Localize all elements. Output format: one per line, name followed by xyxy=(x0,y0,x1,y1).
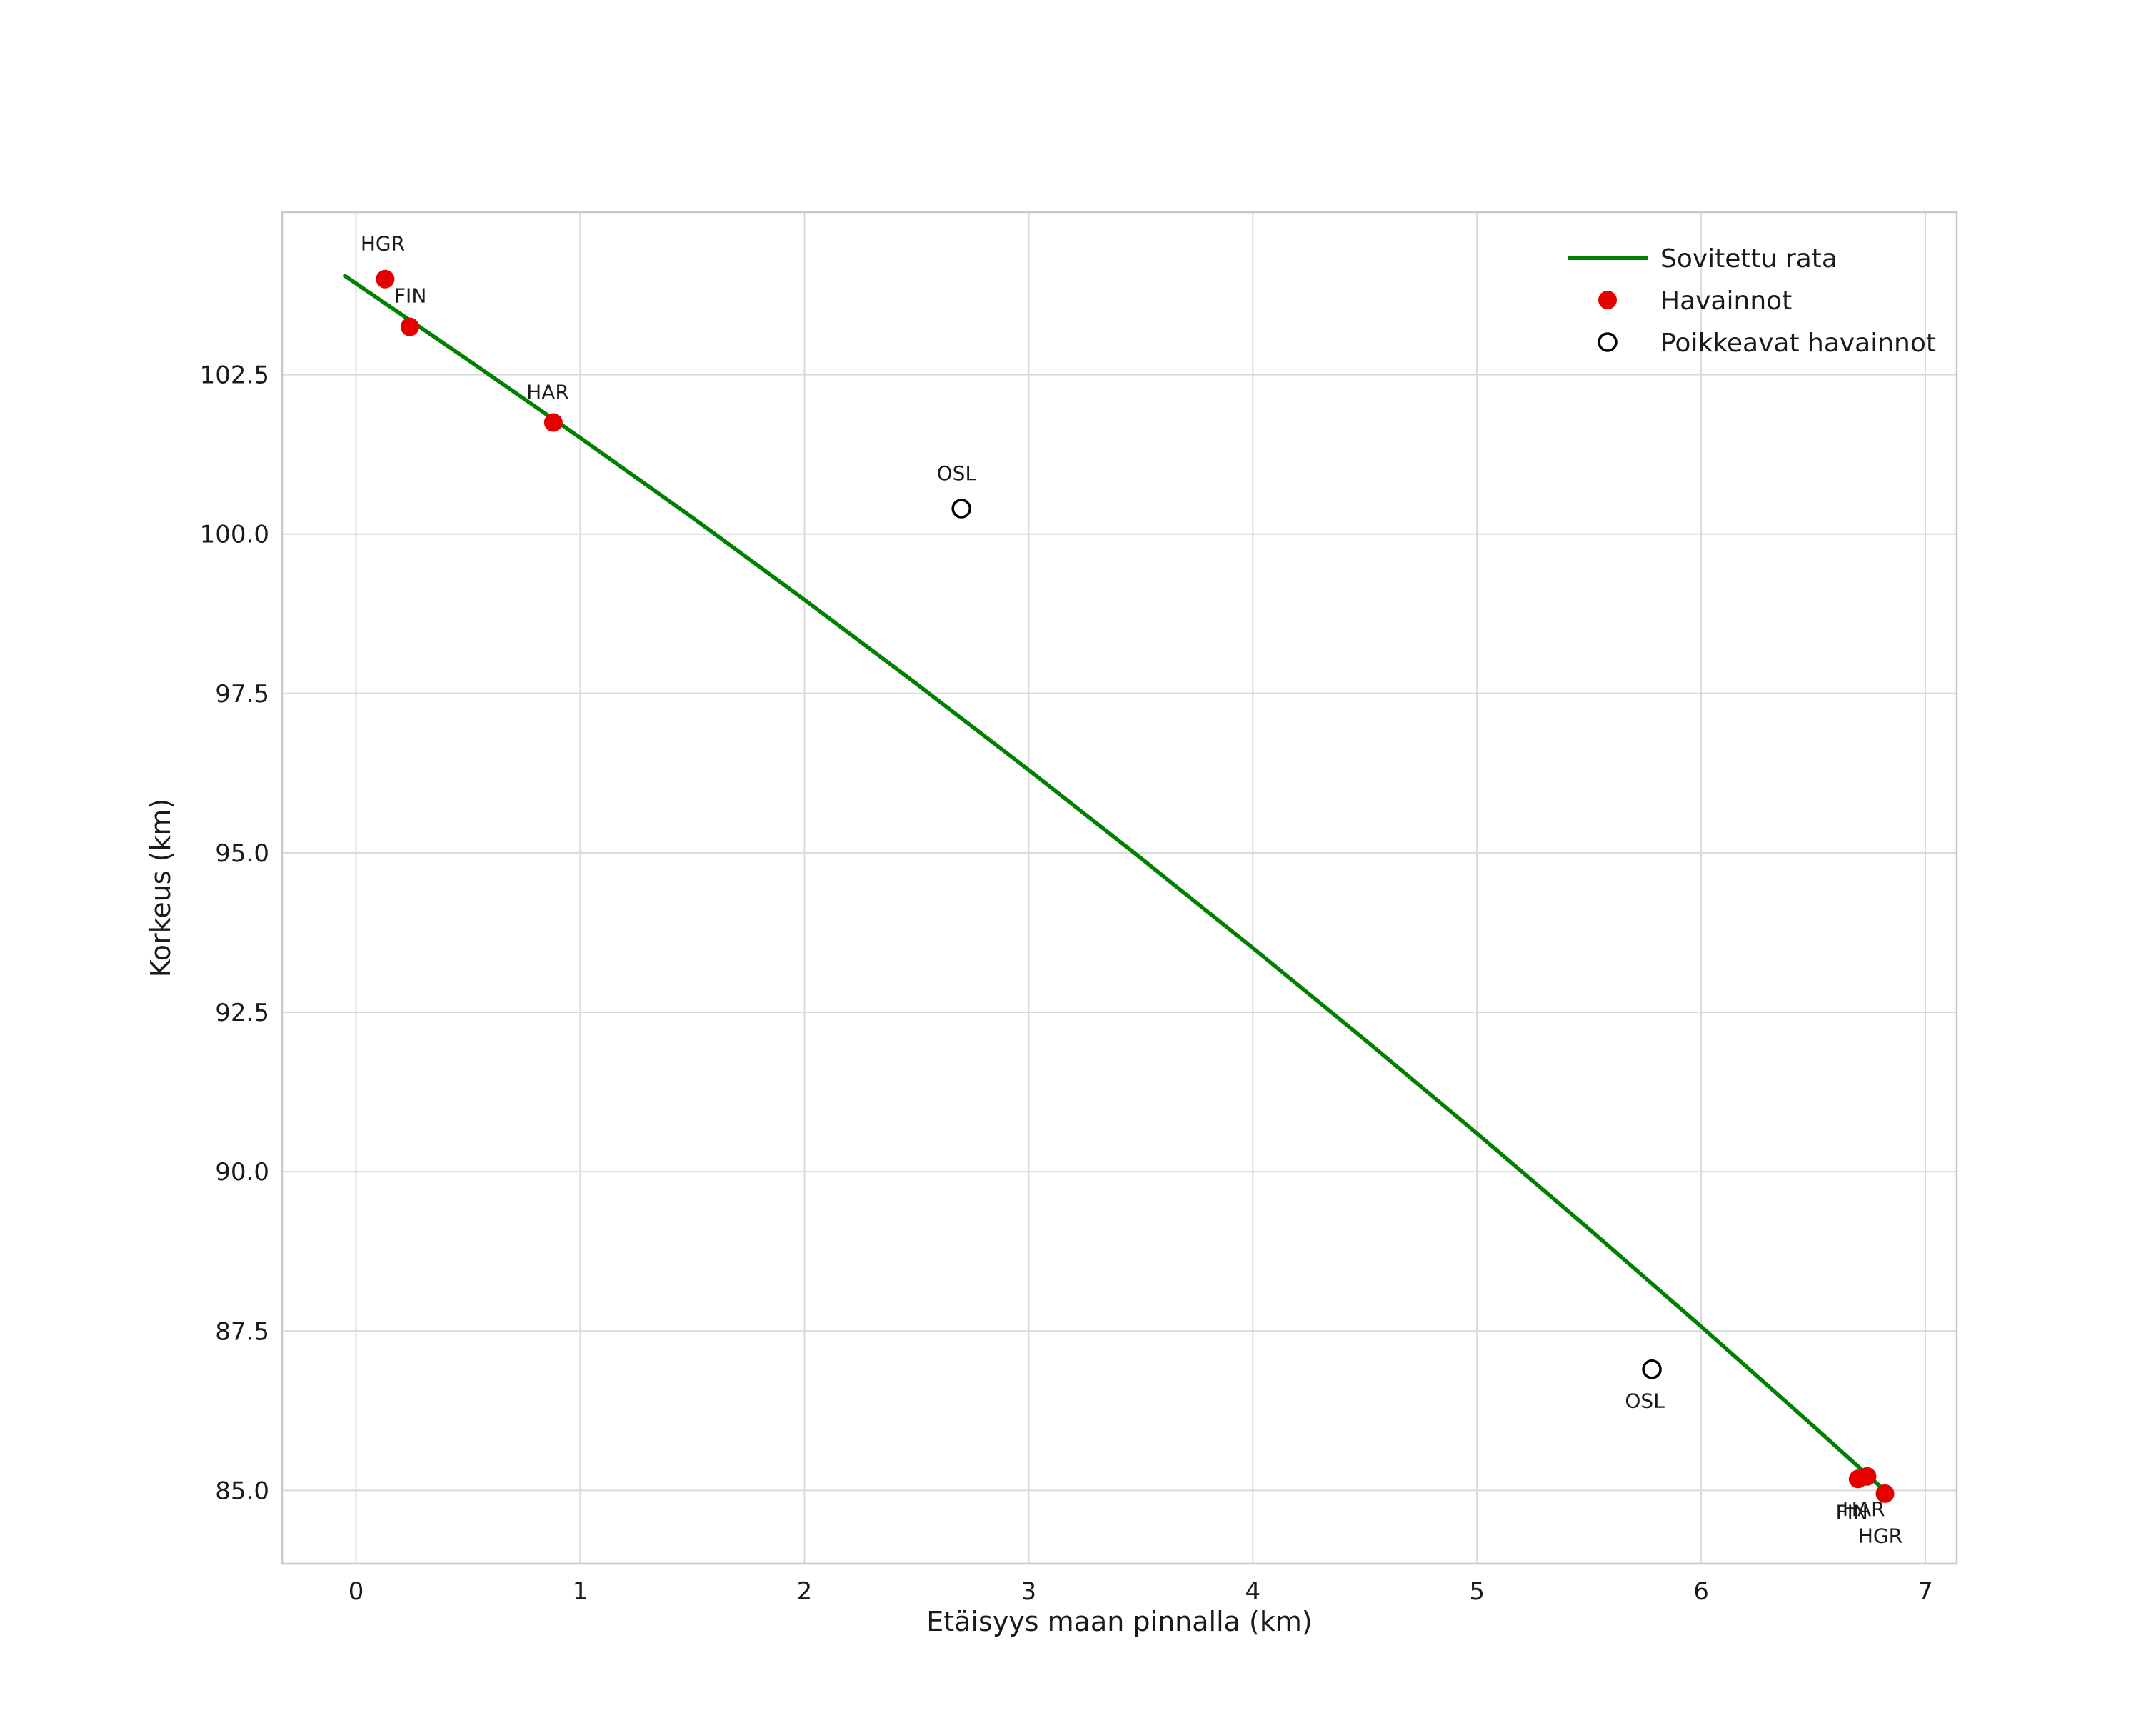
x-tick-label: 3 xyxy=(1021,1577,1037,1606)
plot-border xyxy=(281,211,1958,1565)
y-tick-label: 90.0 xyxy=(215,1158,269,1187)
legend-label: Sovitettu rata xyxy=(1660,244,1837,274)
x-axis-label: Etäisyys maan pinnalla (km) xyxy=(926,1606,1313,1637)
y-tick-label: 85.0 xyxy=(215,1477,269,1505)
observation-point xyxy=(1875,1484,1895,1503)
point-label: OSL xyxy=(1625,1389,1665,1412)
x-tick-label: 0 xyxy=(349,1577,364,1606)
observation-point xyxy=(376,269,395,289)
point-label: FIN xyxy=(394,284,426,308)
x-tick-label: 5 xyxy=(1469,1577,1485,1606)
x-tick-label: 4 xyxy=(1245,1577,1260,1606)
y-tick-label: 97.5 xyxy=(215,680,269,709)
legend-label: Havainnot xyxy=(1660,286,1792,316)
y-tick-label: 102.5 xyxy=(200,361,269,390)
legend-dot-sample xyxy=(1598,291,1617,309)
x-tick-label: 2 xyxy=(797,1577,813,1606)
x-tick-label: 1 xyxy=(573,1577,588,1606)
x-tick-label: 7 xyxy=(1917,1577,1933,1606)
y-tick-label: 95.0 xyxy=(215,839,269,868)
y-tick-label: 100.0 xyxy=(200,521,269,549)
legend-label: Poikkeavat havainnot xyxy=(1660,329,1936,358)
point-label: HGR xyxy=(361,232,405,256)
observation-point xyxy=(400,317,419,336)
x-tick-label: 6 xyxy=(1693,1577,1709,1606)
point-label: HAR xyxy=(526,380,569,404)
y-tick-label: 87.5 xyxy=(215,1317,269,1346)
point-label: HAR xyxy=(1842,1497,1885,1521)
point-label: HGR xyxy=(1858,1524,1902,1548)
y-axis-label: Korkeus (km) xyxy=(145,798,176,978)
outlier-point xyxy=(951,499,971,519)
observation-point xyxy=(543,413,563,432)
fitted-line xyxy=(343,274,1894,1499)
outlier-point xyxy=(1642,1359,1662,1379)
point-label: FIN xyxy=(1835,1501,1867,1524)
observation-point xyxy=(1857,1467,1877,1486)
point-label: OSL xyxy=(937,461,977,485)
legend-open-dot-sample xyxy=(1598,332,1618,352)
y-tick-label: 92.5 xyxy=(215,999,269,1027)
